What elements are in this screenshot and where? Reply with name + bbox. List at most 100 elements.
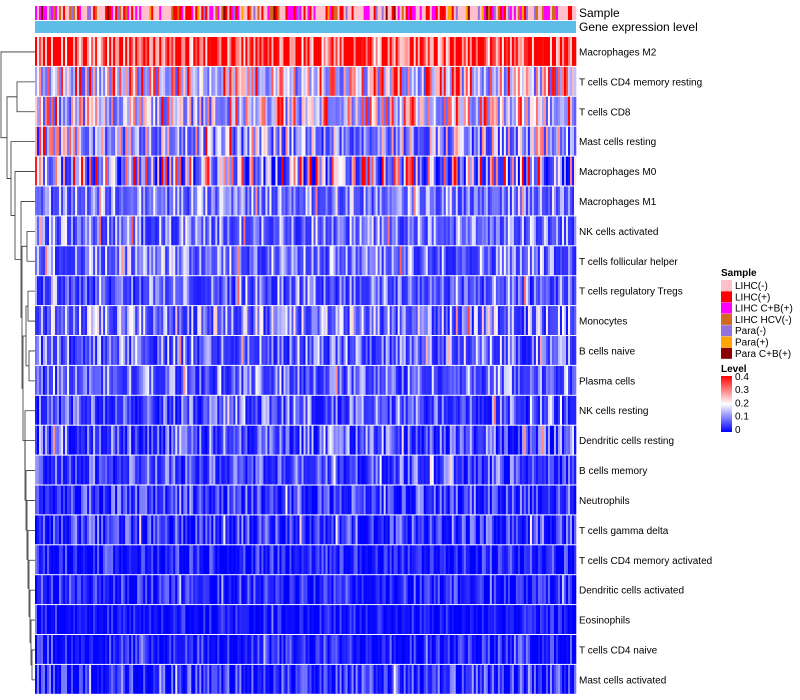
sample-annotation-cell [395,6,398,20]
heatmap-cell [217,156,220,186]
heatmap-cell [327,126,330,156]
heatmap-cell [117,66,120,96]
heatmap-cell [145,515,148,545]
heatmap-cell [273,96,276,126]
heatmap-cell [431,336,435,365]
heatmap-cell [153,246,156,276]
heatmap-cell [141,545,144,575]
heatmap-cell [437,37,441,66]
heatmap-cell [549,96,553,126]
heatmap-cell [555,425,559,455]
heatmap-cell [139,306,142,335]
heatmap-cell [191,96,194,126]
heatmap-cell [251,455,254,485]
heatmap-cell [199,455,202,485]
sample-annotation-cell [241,6,244,20]
heatmap-cell [437,455,441,485]
heatmap-cell [329,37,332,66]
heatmap-cell [137,455,140,485]
heatmap-cell [125,485,128,515]
heatmap-cell [71,276,74,306]
heatmap-cell [353,66,356,96]
heatmap-cell [355,246,358,276]
heatmap-cell [401,216,404,246]
heatmap-cell [291,96,294,126]
heatmap-cell [533,246,537,276]
heatmap-cell [243,126,246,156]
heatmap-cell [435,96,439,126]
heatmap-cell [37,37,40,66]
heatmap-cell [205,455,208,485]
heatmap-cell [501,365,505,395]
heatmap-cell [257,216,260,246]
heatmap-cell [421,515,425,545]
heatmap-cell [449,306,453,335]
heatmap-cell [413,336,416,365]
heatmap-cell [349,156,352,186]
heatmap-cell [177,336,180,365]
heatmap-cell [255,455,258,485]
heatmap-cell [247,96,250,126]
heatmap-cell [223,37,226,66]
dendrogram-branch [0,51,35,139]
heatmap-cell [519,246,523,276]
heatmap-cell [543,276,547,306]
heatmap-cell [37,306,40,335]
heatmap-cell [317,515,320,545]
heatmap-cell [61,395,64,425]
heatmap-cell [465,395,469,425]
sample-annotation-cell [537,6,541,20]
heatmap-cell [133,276,136,306]
heatmap-cell [175,66,178,96]
heatmap-cell [125,186,128,216]
heatmap-cell [361,485,364,515]
heatmap-cell [467,96,471,126]
heatmap-cell [491,306,495,335]
heatmap-cell [331,515,334,545]
heatmap-cell [217,365,220,395]
heatmap-cell [173,395,176,425]
heatmap-cell [409,485,412,515]
heatmap-cell [471,156,475,186]
heatmap-cell [45,395,48,425]
heatmap-cell [109,306,112,335]
heatmap-cell [531,37,535,66]
heatmap-cell [243,96,246,126]
heatmap-cell [509,96,513,126]
heatmap-cell [477,126,481,156]
heatmap-cell [359,485,362,515]
heatmap-cell [79,126,82,156]
heatmap-cell [415,37,418,66]
heatmap-cell [225,425,228,455]
sample-annotation-cell [81,6,84,20]
heatmap-cell [57,126,60,156]
heatmap-cell [147,455,150,485]
heatmap-cell [379,336,382,365]
heatmap-cell [201,515,204,545]
heatmap-cell [269,276,272,306]
heatmap-cell [445,425,449,455]
heatmap-cell [555,66,559,96]
heatmap-cell [549,455,553,485]
heatmap-cell [75,545,78,575]
heatmap-cell [533,96,537,126]
heatmap-cell [37,485,40,515]
heatmap-cell [245,126,248,156]
heatmap-cell [429,126,433,156]
heatmap-cell [497,156,501,186]
heatmap-cell [251,156,254,186]
heatmap-cell [449,96,453,126]
heatmap-cell [111,306,114,335]
heatmap-cell [353,276,356,306]
heatmap-cell [559,126,563,156]
heatmap-cell [459,96,463,126]
heatmap-cell [227,425,230,455]
heatmap-cell [311,425,314,455]
heatmap-cell [301,306,304,335]
heatmap-cell [369,336,372,365]
heatmap-cell [41,306,44,335]
heatmap-cell [435,395,439,425]
heatmap-cell [305,156,308,186]
sample-annotation-cell [91,6,94,20]
heatmap-cell [275,306,278,335]
